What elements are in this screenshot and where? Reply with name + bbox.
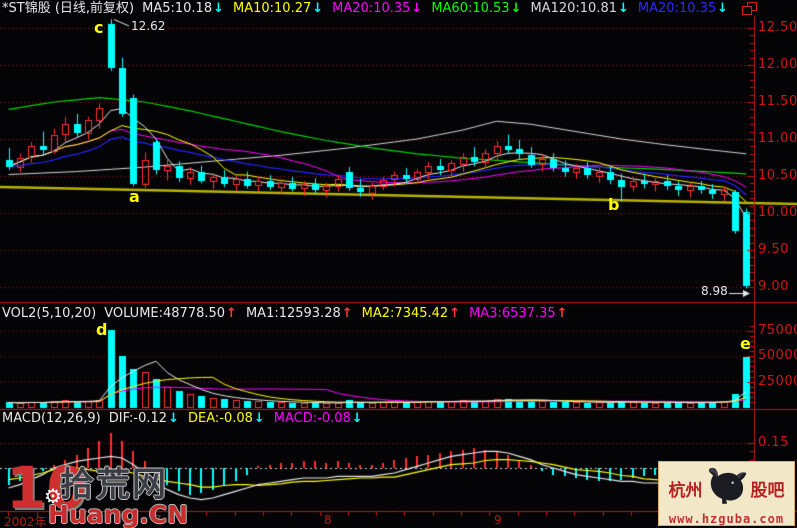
restore-square-front	[742, 6, 752, 15]
ma-indicator-label: MA5:10.18	[142, 1, 213, 16]
volume-indicator-list: VOLUME:48778.50 ↑ MA1:12593.28 ↑ MA2:7345.42…	[104, 306, 576, 321]
up-arrow-icon: ↑	[556, 306, 568, 321]
down-arrow-icon: ↓	[253, 411, 265, 426]
banner-left-text: 杭州	[668, 480, 703, 501]
main-header: *ST锦股 (日线,前复权) MA5:10.18 ↓ MA10:10.27 ↓ MA20…	[2, 1, 737, 16]
macd-indicator-label: DIF:-0.12	[108, 411, 168, 426]
price-axis-label: 10.50	[758, 168, 797, 183]
macd-indicator-label: MACD:-0.08	[273, 411, 351, 426]
time-axis-label: 7	[154, 513, 162, 527]
ma-indicator: MA20:10.35 ↓	[332, 1, 422, 16]
price-axis-label: 9.00	[758, 279, 789, 294]
ma-indicator-label: MA20:10.35	[332, 1, 411, 16]
macd-indicator-list: DIF:-0.12 ↓ DEA:-0.08 ↓ MACD:-0.08 ↓	[109, 411, 372, 426]
down-arrow-icon: ↓	[213, 1, 224, 16]
marker-letter-c: c	[94, 18, 104, 37]
volume-indicator: MA1:12593.28 ↑	[246, 306, 353, 321]
volume-indicator: VOLUME:48778.50 ↑	[104, 306, 237, 321]
site-banner: 杭州 股吧 www.hzguba.com	[658, 461, 795, 526]
banner-url: www.hzguba.com	[668, 512, 785, 526]
up-arrow-icon: ↑	[449, 306, 461, 321]
volume-axis-label: 50000	[758, 348, 797, 364]
down-arrow-icon: ↓	[351, 411, 363, 426]
down-arrow-icon: ↓	[717, 1, 729, 16]
ma-indicator-label: MA20:10.35	[637, 1, 717, 16]
volume-param: VOL2(5,10,20)	[2, 306, 97, 321]
price-axis-label: 9.50	[758, 242, 789, 257]
marker-letter-e: e	[740, 334, 751, 353]
down-arrow-icon: ↓	[312, 1, 324, 16]
price-axis-label: 10.00	[758, 205, 797, 220]
ma-indicator-label: MA60:10.53	[431, 1, 510, 16]
volume-indicator: MA2:7345.42 ↑	[362, 306, 460, 321]
macd-indicator: DIF:-0.12 ↓	[109, 411, 179, 426]
down-arrow-icon: ↓	[168, 411, 179, 426]
up-arrow-icon: ↑	[226, 306, 237, 321]
down-arrow-icon: ↓	[510, 1, 522, 16]
macd-axis-label: 0.15	[758, 435, 789, 450]
ma-indicator-label: MA10:10.27	[233, 1, 312, 16]
up-arrow-icon: ↑	[341, 306, 353, 321]
ma-indicator: MA5:10.18 ↓	[142, 1, 224, 16]
ma-indicator: MA20:10.35 ↓	[638, 1, 728, 16]
ma-indicator-label: MA120:10.81	[530, 1, 617, 16]
volume-indicator-label: VOLUME:48778.50	[104, 306, 226, 321]
marker-letter-a: a	[129, 187, 140, 206]
time-axis-label: 8	[324, 513, 332, 527]
time-axis-label: 2002年	[4, 515, 47, 528]
marker-letter-d: d	[96, 320, 108, 339]
volume-indicator-label: MA2:7345.42	[361, 306, 449, 321]
down-arrow-icon: ↓	[618, 1, 629, 16]
macd-indicator-label: DEA:-0.08	[187, 411, 253, 426]
ma-indicator: MA120:10.81 ↓	[530, 1, 628, 16]
down-arrow-icon: ↓	[411, 1, 423, 16]
bull-icon	[706, 466, 748, 510]
macd-indicator: DEA:-0.08 ↓	[188, 411, 265, 426]
price-axis-label: 12.00	[758, 57, 797, 72]
volume-indicator-label: MA3:6537.35	[469, 306, 556, 321]
ma-indicator: MA10:10.27 ↓	[233, 1, 323, 16]
banner-right-text: 股吧	[750, 480, 785, 501]
ma-indicator-list: MA5:10.18 ↓ MA10:10.27 ↓ MA20:10.35 ↓ MA60:10.…	[142, 1, 737, 16]
price-axis-label: 12.50	[758, 20, 797, 35]
price-axis-label: 11.00	[758, 131, 797, 146]
marker-letter-b: b	[608, 195, 620, 214]
stock-title: *ST锦股 (日线,前复权)	[2, 1, 135, 16]
volume-indicator-label: MA1:12593.28	[245, 306, 341, 321]
price-axis-label: 11.50	[758, 94, 797, 109]
restore-window-icon[interactable]	[742, 2, 758, 16]
macd-header: MACD(12,26,9) DIF:-0.12 ↓ DEA:-0.08 ↓ MACD:-…	[2, 411, 372, 426]
volume-axis-label: 75000	[758, 322, 797, 338]
ma-indicator: MA60:10.53 ↓	[431, 1, 521, 16]
high-price-annotation: 12.62	[131, 19, 166, 33]
low-price-annotation: 8.98	[701, 284, 728, 298]
time-axis-label: 9	[494, 513, 502, 527]
macd-indicator: MACD:-0.08 ↓	[274, 411, 363, 426]
macd-param: MACD(12,26,9)	[2, 411, 101, 426]
volume-indicator: MA3:6537.35 ↑	[469, 306, 567, 321]
volume-header: VOL2(5,10,20) VOLUME:48778.50 ↑ MA1:12593.…	[2, 306, 577, 321]
